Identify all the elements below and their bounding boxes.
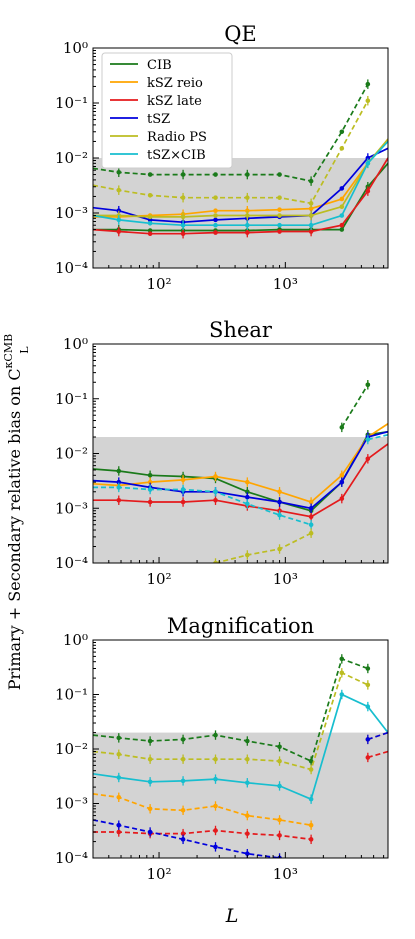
series-line-cib-dashed [341, 384, 369, 428]
data-point [339, 146, 345, 151]
series-group [93, 380, 388, 563]
panel-title: Shear [209, 318, 273, 342]
x-axis-label: L [225, 905, 239, 927]
shaded-band [93, 158, 388, 268]
x-tick-label: 10² [146, 865, 171, 883]
y-axis-label-superscript: κCMB [2, 334, 15, 369]
x-tick-label: 10² [146, 275, 171, 293]
data-point [339, 196, 345, 202]
series-line-radio-ps-dashed [93, 100, 369, 205]
y-tick-label: 10⁻² [55, 445, 88, 463]
data-point [339, 222, 345, 228]
y-tick-label: 10⁻¹ [55, 94, 88, 112]
x-tick-label: 10³ [273, 865, 298, 883]
legend-label: kSZ late [147, 94, 202, 109]
legend-label: tSZ [147, 112, 170, 127]
y-tick-label: 10⁰ [63, 631, 88, 649]
panel-qe: QE 10⁻⁴ 10⁻³ 10⁻² 10⁻¹ 10⁰ 10² 10³ CIB kSZ reio kS… [55, 22, 389, 293]
data-point [339, 227, 345, 232]
data-point [213, 230, 218, 235]
data-point [213, 217, 218, 223]
data-point [277, 195, 282, 200]
x-tick-label: 10² [146, 570, 171, 588]
data-point [213, 195, 218, 200]
shaded-band [93, 732, 388, 858]
series-line-ksz-late-dashed [93, 750, 388, 841]
y-tick-label: 10⁻¹ [55, 390, 88, 408]
data-point [147, 192, 153, 198]
series-group [93, 654, 388, 858]
data-point [147, 231, 153, 237]
y-axis-label-subscript: L [18, 346, 31, 354]
y-tick-label: 10⁻³ [55, 204, 88, 222]
data-point [213, 213, 218, 218]
data-point [339, 186, 345, 191]
y-tick-label: 10⁻¹ [55, 686, 88, 704]
x-tick-label: 10³ [273, 275, 298, 293]
panel-title: QE [224, 22, 257, 46]
y-tick-label: 10⁻² [55, 740, 88, 758]
y-tick-label: 10⁻⁴ [55, 259, 88, 277]
y-tick-label: 10⁰ [63, 39, 88, 57]
data-point [213, 172, 218, 177]
data-point [147, 172, 153, 177]
data-point [339, 204, 345, 210]
panel-title: Magnification [167, 614, 314, 638]
series-line-cib-dashed [93, 657, 369, 763]
series-line-tsz-cib-dashed [93, 433, 388, 526]
data-point [147, 220, 153, 226]
legend-label: tSZ×CIB [147, 148, 206, 163]
legend-label: kSZ reio [147, 76, 203, 91]
legend-label: CIB [147, 58, 172, 73]
series-line-cib-dashed [93, 83, 369, 183]
y-tick-label: 10⁻³ [55, 499, 88, 517]
data-point [213, 222, 218, 228]
shaded-band [93, 437, 388, 563]
data-point [147, 214, 153, 220]
y-tick-label: 10⁻³ [55, 795, 88, 813]
y-axis-label: Primary + Secondary relative bias on CκC… [2, 334, 31, 690]
data-point [213, 208, 218, 214]
series-group [93, 79, 388, 239]
legend: CIB kSZ reio kSZ late tSZ Radio PS tSZ×CIB [101, 52, 233, 169]
data-point [277, 229, 282, 234]
data-point [339, 129, 345, 135]
data-point [339, 213, 345, 218]
y-tick-label: 10⁻² [55, 149, 88, 167]
data-point [277, 222, 282, 228]
data-point [277, 207, 282, 212]
legend-label: Radio PS [147, 130, 207, 145]
data-point [277, 172, 282, 177]
data-point [277, 213, 282, 218]
x-tick-label: 10³ [273, 570, 298, 588]
panel-shear: Shear 10⁻⁴ 10⁻³ 10⁻² 10⁻¹ 10⁰ 10² 10³ [55, 318, 389, 588]
panel-magnification: Magnification 10⁻⁴ 10⁻³ 10⁻² 10⁻¹ 10⁰ 10² 10³ [55, 614, 389, 883]
y-tick-label: 10⁻⁴ [55, 849, 88, 867]
y-tick-label: 10⁻⁴ [55, 554, 88, 572]
y-tick-label: 10⁰ [63, 335, 88, 353]
data-point [147, 228, 153, 233]
series-line-radio-ps-dashed [93, 671, 369, 771]
